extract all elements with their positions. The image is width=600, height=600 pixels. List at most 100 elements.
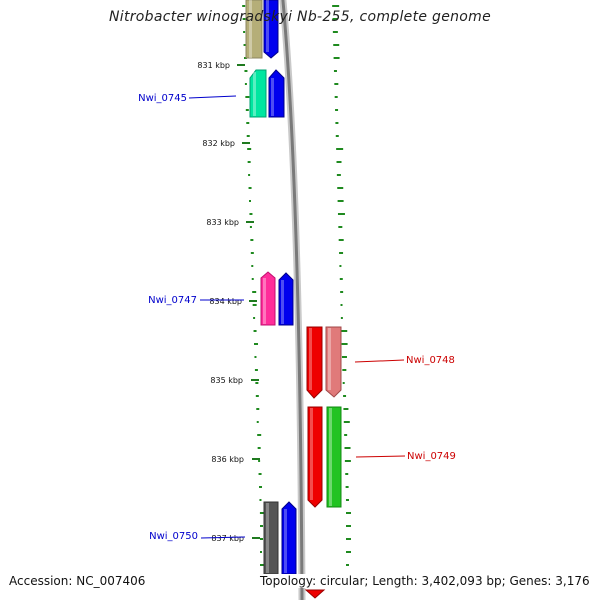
gc-dot — [242, 5, 246, 7]
leader-line-nwi-0750 — [200, 536, 246, 539]
gc-dot — [336, 161, 342, 163]
gene-label-nwi-0748[interactable]: Nwi_0748 — [406, 355, 455, 366]
gc-dot — [345, 499, 349, 501]
gc-dot — [340, 291, 344, 293]
gc-dot — [344, 460, 351, 462]
gc-dot — [259, 486, 263, 488]
gc-dot — [336, 148, 344, 150]
gc-dot — [332, 5, 340, 7]
gc-dot — [335, 122, 339, 124]
gc-dot — [259, 499, 262, 501]
gc-dot — [334, 96, 338, 98]
gc-dot — [252, 291, 257, 293]
gc-dot — [334, 83, 339, 85]
gene-feature-nwi-0749[interactable] — [326, 406, 342, 508]
genome-title: Nitrobacter winogradskyi Nb-255, complet… — [108, 9, 492, 25]
gc-dot — [251, 278, 254, 280]
gc-dot — [344, 434, 348, 436]
gc-dot — [248, 187, 252, 189]
gene-feature-nwi-0750[interactable] — [263, 501, 279, 575]
gc-dot — [346, 525, 351, 527]
gene-feature-nwi-0745[interactable] — [249, 69, 267, 118]
gc-dot — [333, 57, 340, 59]
gc-dot — [335, 109, 339, 111]
gc-dot — [339, 278, 343, 280]
ruler-label-837: 837 kbp — [211, 534, 244, 543]
gc-dot — [248, 174, 251, 176]
gc-dot — [254, 369, 258, 371]
gc-dot — [346, 512, 351, 514]
gc-dot — [245, 109, 249, 111]
gc-dot — [244, 70, 248, 72]
gc-dot — [243, 57, 247, 59]
gc-dot — [257, 447, 261, 449]
gc-dot — [256, 408, 260, 410]
gc-dot — [332, 31, 338, 33]
gc-dot — [253, 317, 256, 319]
feature-partial-top[interactable] — [245, 0, 263, 59]
gene-feature-nwi-0747[interactable] — [260, 271, 276, 326]
gc-dot — [338, 226, 343, 228]
gene-label-nwi-0745[interactable]: Nwi_0745 — [138, 93, 187, 104]
cds-nwi-0749[interactable] — [307, 406, 323, 508]
gc-dot — [249, 200, 251, 202]
genome-summary-label: Topology: circular; Length: 3,402,093 bp… — [257, 574, 593, 588]
gc-dot — [338, 239, 344, 241]
cds-nwi-0747[interactable] — [278, 272, 294, 326]
ruler-label-835: 835 kbp — [210, 376, 243, 385]
gc-dot — [252, 304, 257, 306]
gc-dot — [259, 512, 264, 514]
gc-skew-track-left — [242, 5, 264, 566]
accession-label: Accession: NC_007406 — [9, 574, 146, 588]
gc-dot — [247, 148, 252, 150]
gc-dot — [341, 356, 347, 358]
genome-backbone-core — [281, 0, 304, 600]
gene-label-nwi-0750[interactable]: Nwi_0750 — [149, 531, 198, 542]
gc-dot — [246, 135, 250, 137]
gc-dot — [249, 226, 252, 228]
gc-dot — [260, 538, 263, 540]
gc-dot — [342, 369, 347, 371]
gc-skew-track-right — [332, 5, 351, 566]
gc-dot — [245, 96, 250, 98]
gc-dot — [337, 200, 344, 202]
gene-feature-nwi-0748[interactable] — [325, 326, 342, 398]
gc-dot — [243, 44, 246, 46]
gc-dot — [255, 382, 259, 384]
gc-dot — [256, 421, 259, 423]
gc-dot — [257, 434, 262, 436]
gene-label-nwi-0749[interactable]: Nwi_0749 — [407, 451, 456, 462]
cds-nwi-0748[interactable] — [306, 326, 323, 399]
gc-dot — [333, 70, 337, 72]
gc-dot — [253, 330, 257, 332]
cds-partial-top[interactable] — [263, 0, 279, 59]
cds-nwi-0745[interactable] — [268, 69, 285, 118]
gc-dot — [345, 473, 349, 475]
cds-nwi-0750[interactable] — [281, 501, 297, 575]
gc-dot — [258, 473, 262, 475]
gc-dot — [333, 44, 340, 46]
gc-dot — [246, 122, 250, 124]
gc-dot — [336, 174, 341, 176]
gc-dot — [254, 356, 257, 358]
gc-dot — [346, 538, 351, 540]
gc-dot — [345, 486, 349, 488]
gc-dot — [339, 252, 344, 254]
gc-dot — [255, 395, 259, 397]
gc-dot — [344, 447, 351, 449]
gene-label-nwi-0747[interactable]: Nwi_0747 — [148, 295, 197, 306]
cds-partial-bottom[interactable] — [304, 589, 326, 599]
gc-dot — [343, 421, 350, 423]
gc-dot — [258, 460, 261, 462]
gc-dot — [335, 135, 339, 137]
gc-dot — [250, 239, 254, 241]
gc-dot — [249, 213, 253, 215]
gc-dot — [342, 382, 345, 384]
ruler-label-832: 832 kbp — [202, 139, 235, 148]
gc-dot — [337, 213, 345, 215]
gc-dot — [343, 408, 349, 410]
gc-dot — [340, 304, 343, 306]
gc-dot — [341, 343, 348, 345]
gc-dot — [251, 265, 254, 267]
